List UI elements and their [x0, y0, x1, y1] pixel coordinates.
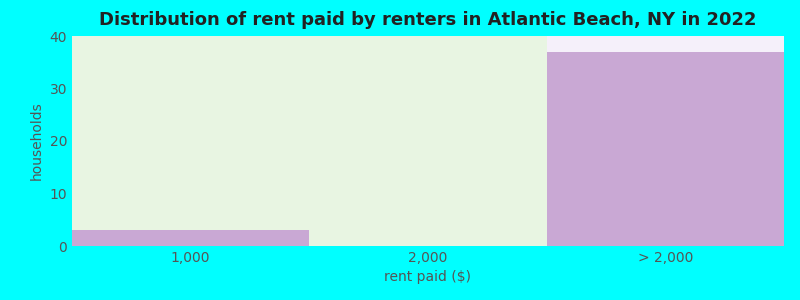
- Bar: [546, 36, 784, 246]
- Y-axis label: households: households: [30, 102, 44, 180]
- Bar: [72, 36, 310, 246]
- Bar: [310, 36, 546, 246]
- Title: Distribution of rent paid by renters in Atlantic Beach, NY in 2022: Distribution of rent paid by renters in …: [99, 11, 757, 29]
- Bar: [546, 52, 784, 246]
- Bar: [72, 230, 310, 246]
- X-axis label: rent paid ($): rent paid ($): [385, 270, 471, 284]
